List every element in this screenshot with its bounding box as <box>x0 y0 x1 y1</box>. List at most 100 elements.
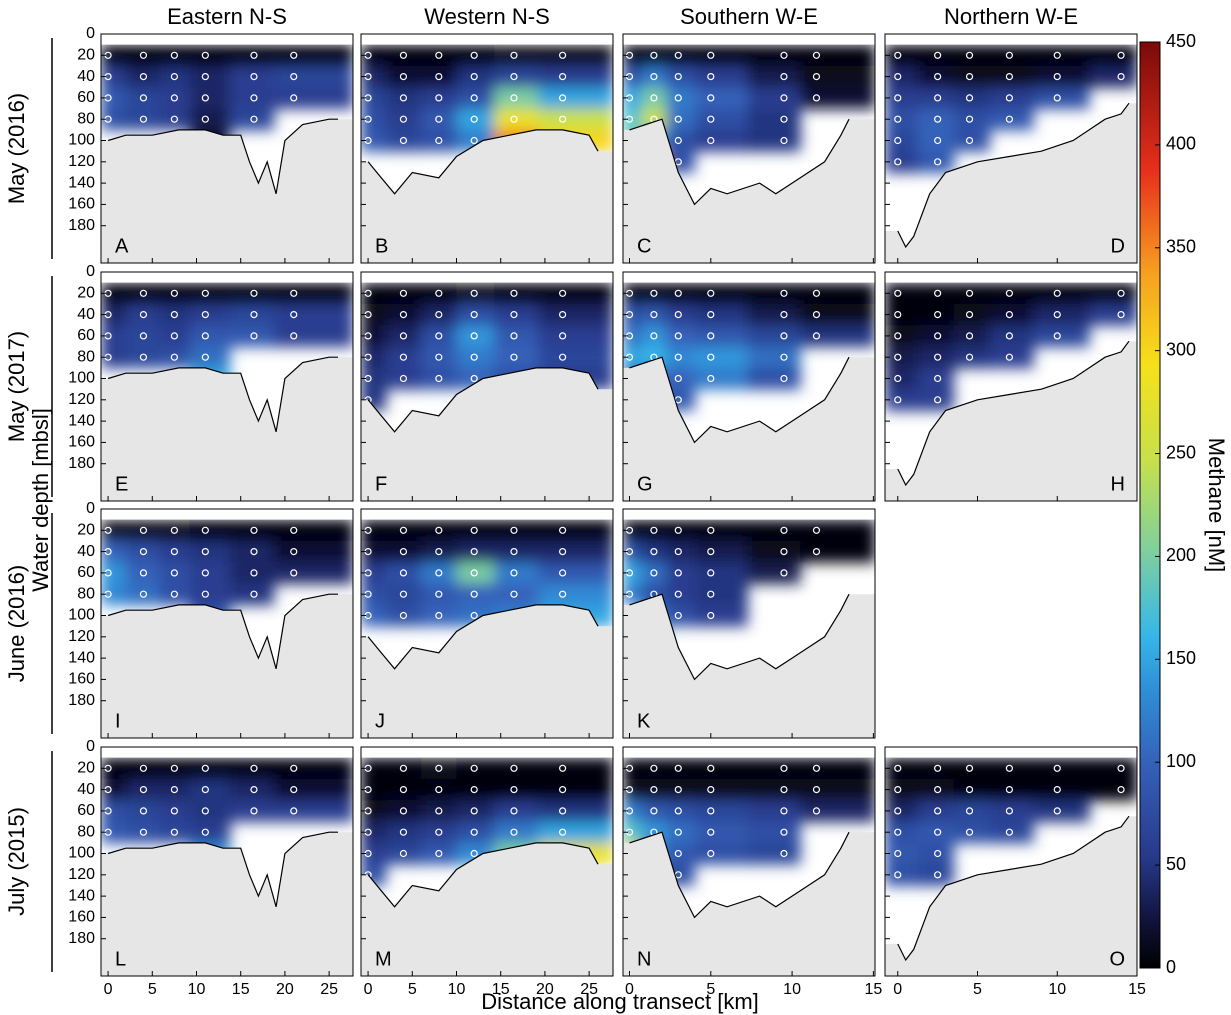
sample-point <box>707 332 715 340</box>
methane-cell <box>694 303 748 326</box>
methane-cell <box>273 778 353 801</box>
sample-point <box>894 94 902 102</box>
methane-cell <box>666 367 696 390</box>
sample-point <box>290 548 298 556</box>
methane-cell <box>917 303 955 326</box>
methane-cell <box>953 65 990 88</box>
seafloor-line <box>897 815 1130 962</box>
sample-point <box>707 786 715 794</box>
panel-letter: G <box>637 473 653 495</box>
methane-cell <box>101 44 127 67</box>
sample-point <box>290 807 298 815</box>
panel-frame <box>622 508 876 739</box>
methane-cell <box>917 282 955 305</box>
sample-point <box>1053 51 1061 59</box>
methane-cell <box>229 87 275 110</box>
methane-cell <box>694 325 748 348</box>
sample-point <box>470 828 478 836</box>
seafloor-line <box>367 604 599 670</box>
colorbar-tick-label: 50 <box>1166 854 1186 874</box>
sample-point <box>170 526 178 534</box>
sample-point <box>435 807 443 815</box>
sample-point <box>894 353 902 361</box>
sample-point <box>707 94 715 102</box>
sample-point <box>1117 764 1125 772</box>
sample-point <box>1005 51 1014 59</box>
sample-point <box>510 73 518 81</box>
column-title: Northern W-E <box>944 4 1078 29</box>
methane-cell <box>885 346 919 369</box>
methane-cell <box>385 562 422 585</box>
methane-cell <box>641 65 667 88</box>
sample-point <box>399 311 408 319</box>
methane-cell <box>158 87 191 110</box>
methane-cell <box>694 129 748 152</box>
sample-point <box>201 526 209 534</box>
methane-cell <box>229 757 275 780</box>
sample-point <box>558 526 567 534</box>
methane-cell <box>421 562 457 585</box>
sample-point <box>558 311 567 319</box>
methane-cell <box>421 778 457 801</box>
y-tick-label: 0 <box>86 263 95 280</box>
methane-cell <box>421 303 457 326</box>
sample-point <box>201 786 209 794</box>
methane-cell <box>885 778 919 801</box>
sample-point <box>1117 289 1125 297</box>
methane-cell <box>273 65 353 88</box>
methane-cell <box>1033 757 1090 780</box>
x-tick-label: 25 <box>580 981 598 998</box>
sample-point <box>1005 311 1014 319</box>
methane-field <box>361 757 613 886</box>
sample-point <box>250 94 258 102</box>
methane-cell <box>747 87 801 110</box>
sample-point <box>1005 73 1014 81</box>
methane-cell <box>800 87 875 110</box>
methane-cell <box>101 87 127 110</box>
methane-cell <box>189 325 231 348</box>
sample-point <box>201 289 209 297</box>
sample-point <box>674 828 682 836</box>
sample-point <box>510 51 518 59</box>
methane-cell <box>125 303 160 326</box>
panel-letter: F <box>375 473 387 495</box>
sample-point <box>290 786 298 794</box>
sample-point <box>435 73 443 81</box>
y-tick-label: 80 <box>77 823 95 840</box>
sample-point <box>510 590 518 598</box>
methane-cell <box>747 757 801 780</box>
colorbar-tick-label: 0 <box>1166 957 1176 977</box>
sample-point <box>470 849 478 858</box>
sample-point <box>650 807 658 815</box>
methane-cell <box>1033 65 1090 88</box>
sample-point <box>780 353 788 361</box>
x-axis-label: Distance along transect [km] <box>481 989 759 1014</box>
methane-cell <box>125 325 160 348</box>
methane-cell <box>641 800 667 823</box>
methane-cell <box>101 65 127 88</box>
methane-cell <box>1033 778 1090 801</box>
sample-point <box>894 158 902 166</box>
panel-letter: O <box>1109 948 1125 970</box>
sample-point <box>707 51 715 59</box>
sample-point <box>965 115 974 123</box>
methane-cell <box>747 65 801 88</box>
methane-cell <box>666 562 696 585</box>
sample-point <box>290 569 298 577</box>
methane-cell <box>666 129 696 152</box>
methane-cell <box>189 583 231 606</box>
seafloor-line <box>897 340 1130 487</box>
sample-point <box>894 374 902 383</box>
sample-point <box>674 526 682 534</box>
methane-cell <box>538 519 613 542</box>
methane-cell <box>125 108 160 131</box>
methane-cell <box>273 87 353 110</box>
methane-cell <box>385 346 422 369</box>
seafloor-line <box>107 356 338 432</box>
methane-cell <box>800 325 875 348</box>
y-tick-label: 160 <box>68 196 95 213</box>
methane-cell <box>1033 282 1090 305</box>
methane-cell <box>538 562 613 585</box>
seafloor <box>885 341 1137 501</box>
